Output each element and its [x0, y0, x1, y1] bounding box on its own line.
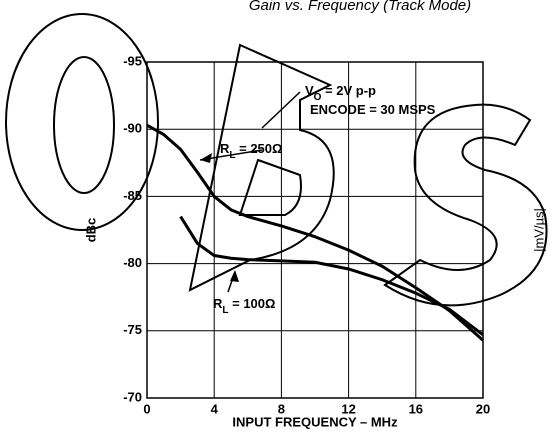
y-tick-label: -80	[123, 255, 142, 270]
annotation-text: R	[220, 141, 230, 156]
arrowhead	[200, 153, 212, 163]
arrowhead	[230, 270, 239, 282]
x-tick-label: 12	[341, 401, 355, 416]
watermark-b-hole	[238, 158, 302, 216]
y-tick-label: -95	[123, 53, 142, 68]
series-line	[179, 215, 484, 337]
x-tick-label: 16	[409, 401, 423, 416]
annotation: ENCODE = 30 MSPS	[310, 102, 436, 117]
annotation: RL = 100Ω	[213, 296, 275, 315]
y-tick-label: -85	[123, 188, 142, 203]
annotation-sub: O	[314, 92, 322, 103]
x-tick-label: 0	[143, 401, 150, 416]
annotation-text: V	[305, 83, 314, 98]
leader-line	[261, 91, 301, 129]
watermark-o-outer	[5, 13, 159, 231]
y-tick-label: -75	[123, 322, 142, 337]
y-tick-label: -90	[123, 121, 142, 136]
annotation-sub: L	[222, 305, 228, 316]
x-tick-label: 20	[476, 401, 490, 416]
watermark-s	[383, 103, 548, 307]
watermark	[5, 13, 548, 307]
y-tick-label: -70	[123, 389, 142, 404]
x-tick-label: 8	[278, 401, 285, 416]
annotation-text: R	[213, 296, 223, 311]
series-line	[146, 123, 484, 342]
side-label: |mV/µs|	[531, 208, 546, 252]
chart-title: Gain vs. Frequency (Track Mode)	[249, 0, 471, 14]
watermark-b	[188, 43, 335, 292]
watermark-o-inner	[53, 56, 115, 194]
x-tick-label: 4	[211, 401, 219, 416]
annotation-text: ENCODE = 30 MSPS	[310, 102, 436, 117]
annotation-text: = 2V p-p	[321, 83, 376, 98]
annotation-text: = 250Ω	[236, 141, 283, 156]
annotation: VO = 2V p-p	[305, 83, 376, 102]
x-axis-label: INPUT FREQUENCY – MHz	[232, 414, 398, 429]
annotation-text: = 100Ω	[229, 296, 276, 311]
